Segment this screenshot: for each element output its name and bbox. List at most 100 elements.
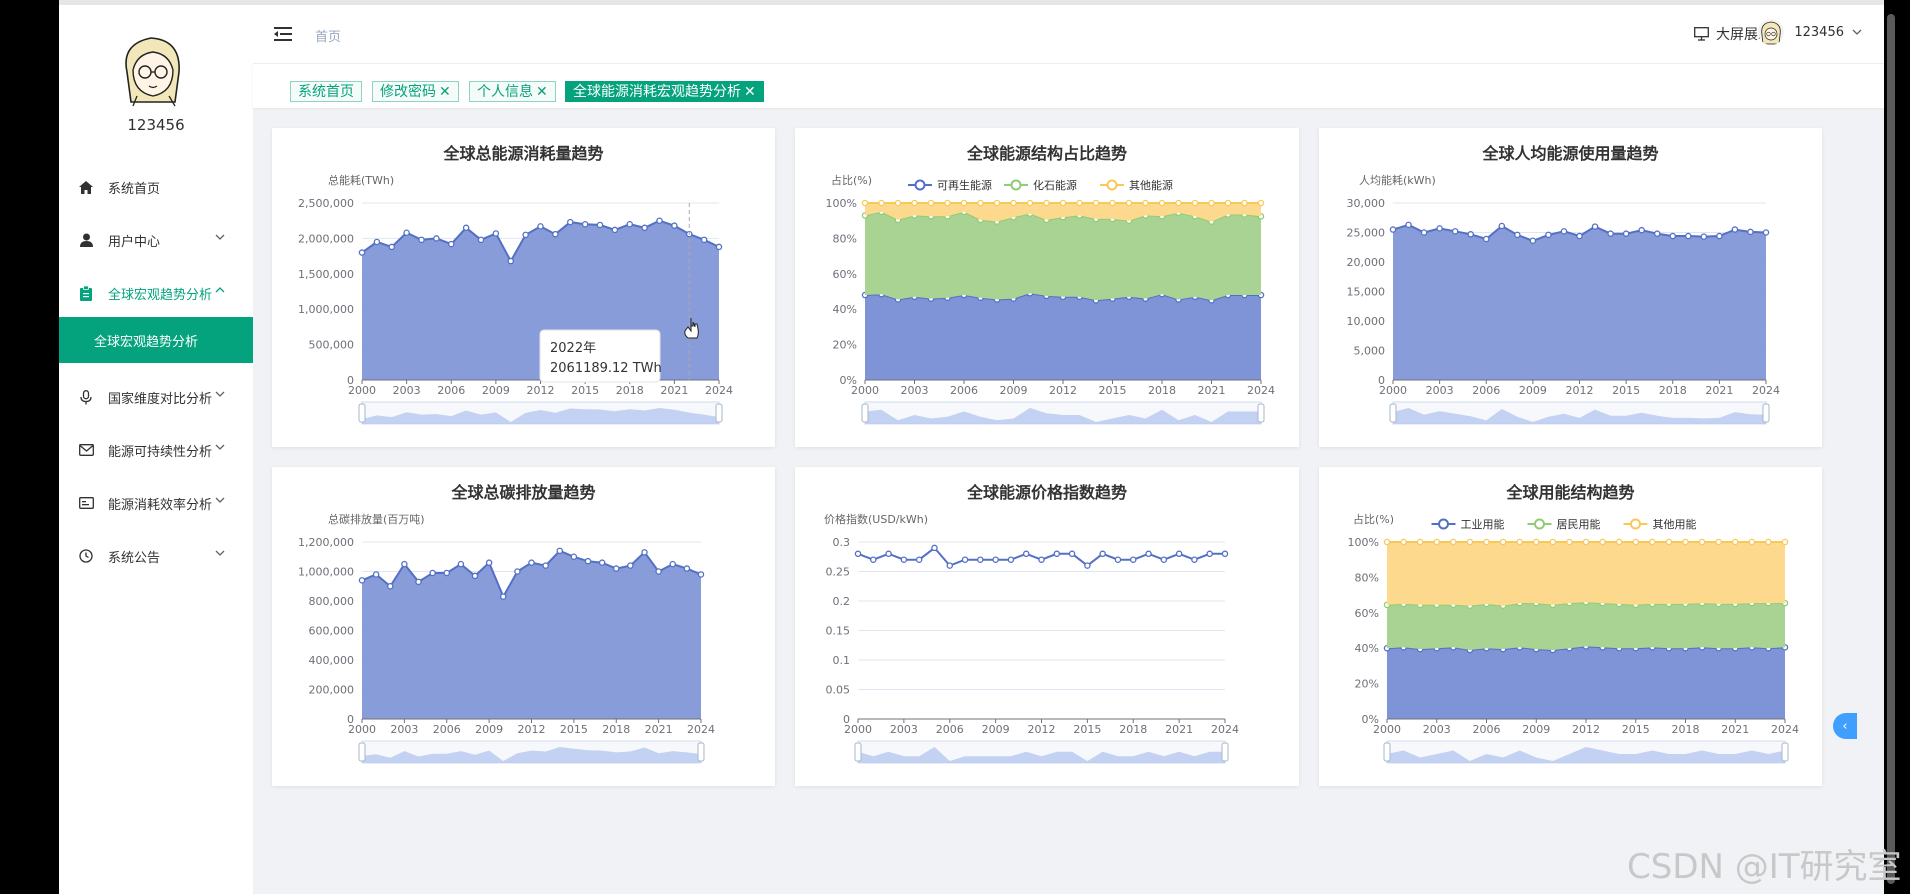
data-point[interactable]: [1224, 199, 1232, 207]
data-point[interactable]: [485, 559, 493, 566]
data-point[interactable]: [900, 556, 908, 563]
data-point[interactable]: [1466, 538, 1474, 546]
data-point[interactable]: [1160, 556, 1168, 563]
data-point[interactable]: [1084, 562, 1091, 569]
zoom-handle[interactable]: [1383, 742, 1391, 762]
data-point[interactable]: [373, 238, 381, 246]
data-point[interactable]: [387, 583, 394, 590]
data-point[interactable]: [514, 568, 521, 575]
data-point[interactable]: [611, 226, 619, 234]
data-point[interactable]: [1607, 230, 1614, 237]
tag-change-password[interactable]: 修改密码 ✕: [372, 81, 459, 102]
data-point[interactable]: [415, 578, 422, 586]
data-point[interactable]: [1436, 225, 1443, 232]
data-point[interactable]: [1450, 538, 1457, 546]
data-point[interactable]: [596, 221, 604, 229]
data-point[interactable]: [358, 577, 366, 584]
close-icon[interactable]: ✕: [744, 84, 756, 100]
data-point[interactable]: [1114, 556, 1122, 563]
data-point[interactable]: [1762, 229, 1770, 236]
data-point[interactable]: [1781, 538, 1789, 546]
data-point[interactable]: [499, 593, 507, 600]
data-point[interactable]: [1241, 199, 1248, 207]
zoom-handle[interactable]: [697, 742, 705, 762]
data-point[interactable]: [1022, 550, 1030, 558]
data-point[interactable]: [1467, 231, 1474, 238]
tag-personal-info[interactable]: 个人信息 ✕: [469, 81, 556, 102]
data-point[interactable]: [403, 229, 410, 236]
data-point[interactable]: [861, 199, 869, 207]
data-point[interactable]: [1145, 550, 1152, 558]
data-point[interactable]: [433, 235, 440, 242]
data-point[interactable]: [1599, 538, 1606, 546]
data-point[interactable]: [388, 243, 396, 251]
data-point[interactable]: [1499, 538, 1507, 546]
data-point[interactable]: [656, 217, 663, 224]
data-point[interactable]: [927, 199, 935, 207]
tag-global-trend-active[interactable]: 全球能源消耗宏观趋势分析 ✕: [565, 81, 764, 102]
data-point[interactable]: [1566, 538, 1573, 546]
data-point[interactable]: [1007, 556, 1015, 563]
data-point[interactable]: [1129, 556, 1137, 563]
data-point[interactable]: [1545, 231, 1552, 239]
legend-item[interactable]: 可再生能源: [908, 178, 992, 192]
data-point[interactable]: [1483, 538, 1490, 546]
data-point[interactable]: [870, 556, 877, 563]
data-point[interactable]: [671, 222, 678, 229]
zoom-handle[interactable]: [1389, 403, 1397, 423]
data-point[interactable]: [358, 249, 366, 256]
zoom-handle[interactable]: [358, 742, 366, 762]
data-point[interactable]: [1389, 226, 1397, 233]
data-point[interactable]: [1416, 538, 1424, 546]
data-point[interactable]: [1482, 235, 1490, 243]
tag-home[interactable]: 系统首页: [290, 81, 362, 102]
collapse-panel-button[interactable]: ‹: [1833, 713, 1857, 739]
scrollbar-thumb[interactable]: [1887, 14, 1895, 884]
data-point[interactable]: [944, 199, 951, 207]
bigscreen-button[interactable]: 大屏展示: [1694, 24, 1772, 44]
data-point[interactable]: [1682, 538, 1689, 546]
zoom-handle[interactable]: [1221, 742, 1229, 762]
data-point[interactable]: [977, 556, 984, 563]
data-point[interactable]: [1653, 230, 1661, 237]
legend-item[interactable]: 化石能源: [1004, 178, 1077, 192]
legend-item[interactable]: 其他能源: [1100, 178, 1173, 192]
data-point[interactable]: [1191, 556, 1198, 563]
user-dropdown[interactable]: 123456: [1758, 19, 1862, 45]
data-point[interactable]: [1076, 199, 1083, 207]
data-point[interactable]: [960, 199, 968, 207]
data-point[interactable]: [1158, 199, 1166, 207]
data-point[interactable]: [457, 560, 465, 568]
data-point[interactable]: [854, 550, 862, 558]
close-icon[interactable]: ✕: [536, 84, 548, 100]
data-point[interactable]: [552, 230, 559, 238]
data-point[interactable]: [418, 236, 425, 244]
data-point[interactable]: [1175, 550, 1183, 558]
data-point[interactable]: [915, 556, 923, 563]
data-point[interactable]: [1715, 538, 1722, 546]
data-point[interactable]: [1142, 199, 1149, 207]
data-point[interactable]: [477, 236, 485, 244]
zoom-handle[interactable]: [715, 403, 723, 423]
breadcrumb[interactable]: 首页: [315, 30, 342, 45]
data-point[interactable]: [1632, 538, 1639, 546]
data-point[interactable]: [1669, 232, 1676, 240]
data-point[interactable]: [931, 544, 938, 552]
sidebar-subitem-global-macro[interactable]: 全球宏观趋势分析: [59, 317, 253, 363]
data-point[interactable]: [1591, 223, 1599, 230]
data-point[interactable]: [1383, 538, 1391, 546]
data-point[interactable]: [537, 223, 544, 230]
data-point[interactable]: [542, 562, 549, 569]
data-point[interactable]: [697, 571, 705, 578]
data-point[interactable]: [894, 199, 902, 207]
data-point[interactable]: [878, 199, 885, 207]
data-point[interactable]: [1400, 538, 1407, 546]
data-point[interactable]: [1731, 226, 1739, 233]
data-point[interactable]: [1026, 199, 1034, 207]
data-point[interactable]: [1191, 199, 1199, 207]
data-point[interactable]: [1405, 221, 1412, 229]
